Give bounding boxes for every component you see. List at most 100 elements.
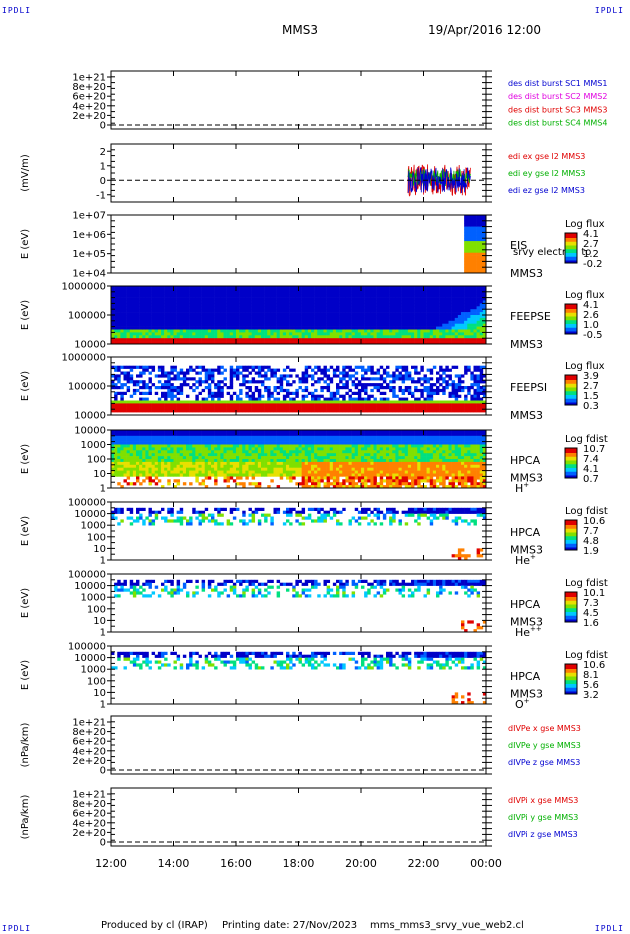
spectrogram-cell-4	[389, 291, 393, 295]
spectrogram-cell-4	[311, 329, 315, 333]
spectrogram-cell-4	[307, 320, 312, 324]
spectrogram-cell-4	[204, 332, 209, 336]
spectrogram-cell-5	[214, 400, 218, 404]
colorbar-cell-3	[565, 260, 577, 263]
spectrogram-cell-4	[292, 341, 296, 345]
spectrogram-cell-4	[476, 297, 481, 301]
spectrogram-cell-6	[201, 430, 206, 434]
spectrogram-cell-6	[139, 456, 143, 460]
spectrogram-cell-4	[270, 303, 274, 307]
spectrogram-cell-4	[179, 332, 184, 336]
spectrogram-cell-6	[114, 456, 118, 460]
spectrogram-cell-4	[282, 288, 287, 293]
spectrogram-cell-6	[161, 461, 165, 466]
spectrogram-cell-6	[132, 459, 137, 463]
spectrogram-cell-5	[242, 374, 246, 378]
spectrogram-cell-4	[323, 306, 327, 310]
spectrogram-cell-6	[229, 470, 234, 474]
spectrogram-cell-6	[132, 482, 137, 486]
spectrogram-cell-6	[126, 430, 131, 434]
spectrogram-cell-4	[404, 300, 409, 304]
spectrogram-cell-6	[142, 464, 146, 468]
spectrogram-cell-4	[329, 329, 334, 333]
spectrogram-cell-4	[464, 335, 468, 339]
colorbar-cell-3	[565, 235, 577, 238]
spectrogram-cell-4	[282, 338, 287, 342]
spectrogram-cell-6	[198, 441, 202, 445]
spectrogram-cell-4	[326, 306, 331, 310]
spectrogram-cell-4	[126, 329, 131, 333]
spectrogram-cell-4	[304, 297, 309, 301]
spectrogram-cell-4	[454, 332, 459, 336]
spectrogram-cell-4	[420, 286, 424, 290]
spectrogram-cell-4	[251, 297, 256, 301]
spectrogram-cell-4	[289, 309, 293, 313]
spectrogram-cell-4	[254, 300, 259, 304]
spectrogram-cell-4	[314, 341, 318, 345]
spectrogram-cell-4	[464, 315, 468, 319]
spectrogram-cell-4	[429, 326, 434, 330]
spectrogram-cell-6	[236, 482, 240, 486]
spectrogram-cell-4	[439, 332, 443, 336]
spectrogram-cell-5	[470, 374, 474, 378]
spectrogram-cell-4	[382, 303, 387, 307]
spectrogram-cell-5	[220, 380, 224, 384]
spectrogram-cell-4	[189, 288, 193, 293]
spectrogram-cell-6	[151, 467, 156, 471]
spectrogram-cell-4	[332, 329, 337, 333]
spectrogram-cell-5	[426, 403, 431, 407]
spectrogram-cell-4	[214, 341, 218, 345]
spectrogram-cell-4	[286, 317, 290, 322]
spectrogram-cell-6	[126, 467, 131, 471]
spectrogram-cell-6	[173, 430, 177, 434]
spectrogram-cell-6	[211, 438, 215, 442]
spectrogram-cell-5	[186, 394, 190, 398]
spectrogram-cell-5	[286, 380, 290, 384]
spectrogram-cell-4	[111, 332, 115, 336]
spectrogram-cell-5	[311, 397, 315, 401]
spectrogram-cell-5	[182, 406, 187, 410]
spectrogram-cell-4	[448, 303, 452, 307]
spectrogram-cell-5	[111, 383, 115, 387]
spectrogram-cell-5	[276, 391, 281, 395]
spectrogram-cell-4	[204, 286, 209, 290]
spectrogram-cell-4	[248, 338, 252, 342]
spectrogram-cell-4	[436, 309, 440, 313]
spectrogram-cell-4	[289, 286, 293, 290]
spectrogram-cell-5	[426, 368, 431, 372]
spectrogram-cell-5	[323, 409, 327, 413]
spectrogram-cell-4	[329, 320, 334, 324]
spectrogram-cell-5	[245, 403, 249, 407]
spectrogram-cell-4	[276, 286, 281, 290]
spectrogram-cell-4	[139, 335, 143, 339]
spectrogram-cell-4	[370, 306, 374, 310]
spectrogram-cell-5	[317, 394, 321, 398]
spectrogram-cell-4	[298, 320, 302, 324]
spectrogram-cell-6	[239, 438, 243, 442]
spectrogram-cell-4	[457, 286, 462, 290]
spectrogram-cell-5	[432, 365, 437, 369]
spectrogram-cell-4	[398, 306, 402, 310]
spectrogram-cell-4	[201, 335, 206, 339]
spectrogram-cell-5	[223, 377, 227, 381]
spectrogram-cell-5	[179, 403, 184, 407]
spectrogram-cell-6	[161, 447, 165, 451]
spectrogram-cell-5	[145, 391, 149, 395]
spectrogram-cell-4	[186, 306, 190, 310]
spectrogram-cell-4	[157, 341, 162, 345]
spectrogram-cell-5	[170, 409, 174, 413]
spectrogram-cell-4	[189, 291, 193, 295]
spectrogram-cell-4	[276, 315, 281, 319]
spectrogram-cell-4	[117, 312, 121, 316]
spectrogram-cell-6	[198, 430, 202, 434]
spectrogram-cell-6	[236, 441, 240, 445]
spectrogram-cell-6	[123, 447, 127, 451]
spectrogram-cell-4	[189, 329, 193, 333]
spectrogram-cell-4	[204, 297, 209, 301]
spectrogram-cell-5	[304, 371, 309, 375]
spectrogram-cell-5	[167, 388, 171, 393]
spectrogram-cell-4	[439, 320, 443, 324]
spectrogram-cell-6	[254, 461, 259, 466]
spectrogram-cell-4	[251, 315, 256, 319]
spectrogram-cell-4	[273, 306, 277, 310]
